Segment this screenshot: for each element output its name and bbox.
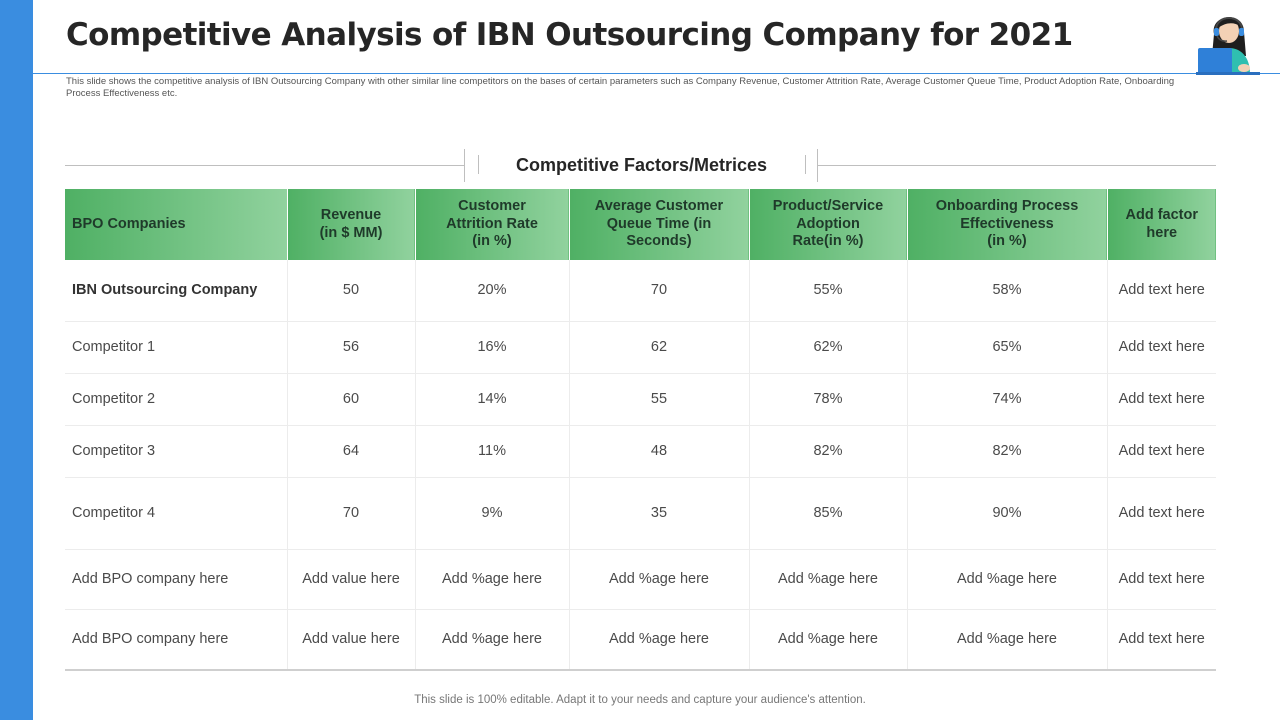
customer-support-agent-icon — [1196, 17, 1260, 75]
table-cell: 70 — [569, 260, 750, 322]
table-cell: 78% — [749, 373, 908, 426]
column-header: Onboarding Process Effectiveness (in %) — [907, 189, 1108, 260]
table-row: Competitor 3 64 11% 48 82% 82% Add text … — [65, 425, 1216, 478]
table-cell: Add text here — [1107, 373, 1216, 426]
table-cell: Add %age here — [415, 609, 570, 671]
title-divider — [33, 73, 1280, 74]
table-cell: Add value here — [287, 609, 416, 671]
section-bracket-right — [817, 149, 818, 182]
table-cell: 90% — [907, 477, 1108, 550]
table-cell: Add text here — [1107, 477, 1216, 550]
table-cell: 85% — [749, 477, 908, 550]
column-header: BPO Companies — [65, 189, 288, 260]
section-bracket-left — [464, 149, 465, 182]
column-header: Add factor here — [1107, 189, 1216, 260]
company-cell: Competitor 2 — [65, 373, 288, 426]
section-tick-left — [478, 155, 479, 174]
table-cell: 9% — [415, 477, 570, 550]
column-header: Product/Service Adoption Rate(in %) — [749, 189, 908, 260]
table-cell: 74% — [907, 373, 1108, 426]
table-cell: Add text here — [1107, 321, 1216, 374]
table-cell: Add %age here — [749, 549, 908, 610]
table-row: Competitor 4 70 9% 35 85% 90% Add text h… — [65, 477, 1216, 550]
table-cell: Add %age here — [569, 549, 750, 610]
table-cell: Add %age here — [907, 609, 1108, 671]
table-cell: 70 — [287, 477, 416, 550]
table-cell: Add %age here — [569, 609, 750, 671]
table-cell: 48 — [569, 425, 750, 478]
table-cell: Add text here — [1107, 260, 1216, 322]
table-cell: 82% — [749, 425, 908, 478]
company-cell: Competitor 1 — [65, 321, 288, 374]
table-cell: 16% — [415, 321, 570, 374]
company-cell: Competitor 3 — [65, 425, 288, 478]
table-cell: 55% — [749, 260, 908, 322]
column-header: Average Customer Queue Time (in Seconds) — [569, 189, 750, 260]
table-cell: 62% — [749, 321, 908, 374]
section-rule-right — [818, 165, 1216, 166]
section-rule-left — [65, 165, 465, 166]
table-cell: 64 — [287, 425, 416, 478]
company-cell: IBN Outsourcing Company — [65, 260, 288, 322]
table-cell: 58% — [907, 260, 1108, 322]
table-row: Competitor 2 60 14% 55 78% 74% Add text … — [65, 373, 1216, 426]
page-title: Competitive Analysis of IBN Outsourcing … — [66, 17, 1073, 53]
table-cell: 11% — [415, 425, 570, 478]
table-cell: Add %age here — [907, 549, 1108, 610]
table-cell: 20% — [415, 260, 570, 322]
table-row: Add BPO company here Add value here Add … — [65, 549, 1216, 610]
company-cell: Add BPO company here — [65, 609, 288, 671]
footer-note: This slide is 100% editable. Adapt it to… — [414, 694, 866, 706]
column-header: Customer Attrition Rate (in %) — [415, 189, 570, 260]
competitive-metrics-table: BPO Companies Revenue (in $ MM) Customer… — [65, 189, 1216, 671]
table-cell: 62 — [569, 321, 750, 374]
company-cell: Competitor 4 — [65, 477, 288, 550]
table-cell: Add %age here — [415, 549, 570, 610]
table-row: IBN Outsourcing Company 50 20% 70 55% 58… — [65, 260, 1216, 322]
table-cell: 50 — [287, 260, 416, 322]
table-cell: 35 — [569, 477, 750, 550]
table-header-row: BPO Companies Revenue (in $ MM) Customer… — [65, 189, 1216, 260]
table-cell: 56 — [287, 321, 416, 374]
table-cell: 55 — [569, 373, 750, 426]
table-cell: 14% — [415, 373, 570, 426]
slide-description: This slide shows the competitive analysi… — [66, 76, 1175, 99]
left-accent-bar — [0, 0, 33, 720]
company-cell: Add BPO company here — [65, 549, 288, 610]
table-cell: 60 — [287, 373, 416, 426]
table-cell: Add text here — [1107, 549, 1216, 610]
table-row: Competitor 1 56 16% 62 62% 65% Add text … — [65, 321, 1216, 374]
section-tick-right — [805, 155, 806, 174]
table-cell: Add text here — [1107, 425, 1216, 478]
table-row: Add BPO company here Add value here Add … — [65, 609, 1216, 671]
table-cell: 65% — [907, 321, 1108, 374]
table-cell: 82% — [907, 425, 1108, 478]
column-header: Revenue (in $ MM) — [287, 189, 416, 260]
section-title: Competitive Factors/Metrices — [515, 155, 768, 175]
table-cell: Add text here — [1107, 609, 1216, 671]
table-cell: Add value here — [287, 549, 416, 610]
table-cell: Add %age here — [749, 609, 908, 671]
